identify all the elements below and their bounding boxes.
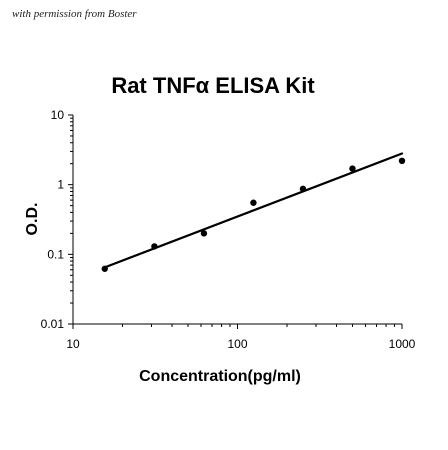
x-tick-label: 100: [227, 337, 247, 351]
fit-line: [103, 152, 404, 269]
plot-area: 0.01 0.1 1 10 10 100 1000: [41, 108, 416, 351]
x-axis-label: Concentration(pg/ml): [139, 368, 301, 385]
data-point: [101, 265, 108, 272]
y-tick-label: 1: [57, 178, 64, 192]
y-axis-label: O.D.: [24, 203, 41, 236]
chart-title: Rat TNFα ELISA Kit: [111, 73, 315, 98]
y-tick-label: 0.1: [47, 247, 64, 261]
data-point: [200, 230, 208, 237]
data-point: [299, 185, 307, 193]
data-point: [398, 157, 406, 165]
y-tick-label: 0.01: [41, 317, 65, 331]
x-tick-label: 1000: [389, 337, 416, 351]
data-point: [151, 243, 158, 250]
watermark-text: with permission from Boster: [12, 8, 137, 20]
y-tick-label: 10: [51, 108, 65, 122]
data-point: [250, 199, 257, 206]
data-point: [349, 165, 356, 172]
x-tick-label: 10: [66, 337, 80, 351]
